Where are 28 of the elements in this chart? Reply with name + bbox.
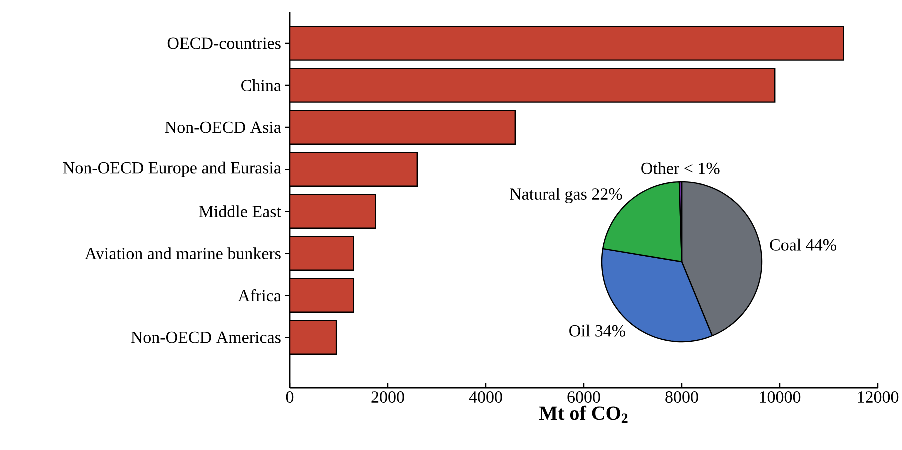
bar xyxy=(290,68,776,103)
x-tick-label: 10000 xyxy=(760,392,801,404)
slice-label: Oil 34% xyxy=(570,324,626,337)
slice-label: Other < 1% xyxy=(642,162,720,174)
y-tick-label: Non-OECD Europe and Eurasia xyxy=(63,162,282,178)
x-tick-label: 12000 xyxy=(858,392,899,404)
bar xyxy=(290,194,376,229)
bar xyxy=(290,110,516,145)
bar xyxy=(290,152,418,187)
y-tick-label: China xyxy=(242,80,282,92)
bar xyxy=(290,26,844,61)
y-tick-label: Africa xyxy=(238,290,282,302)
slice-label: Natural gas 22% xyxy=(510,188,622,204)
x-tick-label: 4000 xyxy=(469,392,502,404)
bar xyxy=(290,320,338,355)
y-tick-label: Non-OECD Asia xyxy=(165,122,282,134)
y-tick-label: Non-OECD Americas xyxy=(131,332,281,344)
x-axis-title: Mt of CO$_{2}$ xyxy=(540,406,628,424)
x-tick-label: 2000 xyxy=(372,392,404,404)
bar xyxy=(290,236,354,271)
bar xyxy=(290,278,354,313)
y-tick-label: OECD-countries xyxy=(168,38,281,50)
x-tick-label: 8000 xyxy=(666,392,698,404)
y-tick-label: Aviation and marine bunkers xyxy=(85,248,281,260)
y-tick-label: Middle East xyxy=(199,206,282,218)
x-tick-label: 0 xyxy=(286,392,294,404)
slice-label: Coal 44% xyxy=(770,238,836,251)
x-tick-label: 6000 xyxy=(568,392,600,404)
